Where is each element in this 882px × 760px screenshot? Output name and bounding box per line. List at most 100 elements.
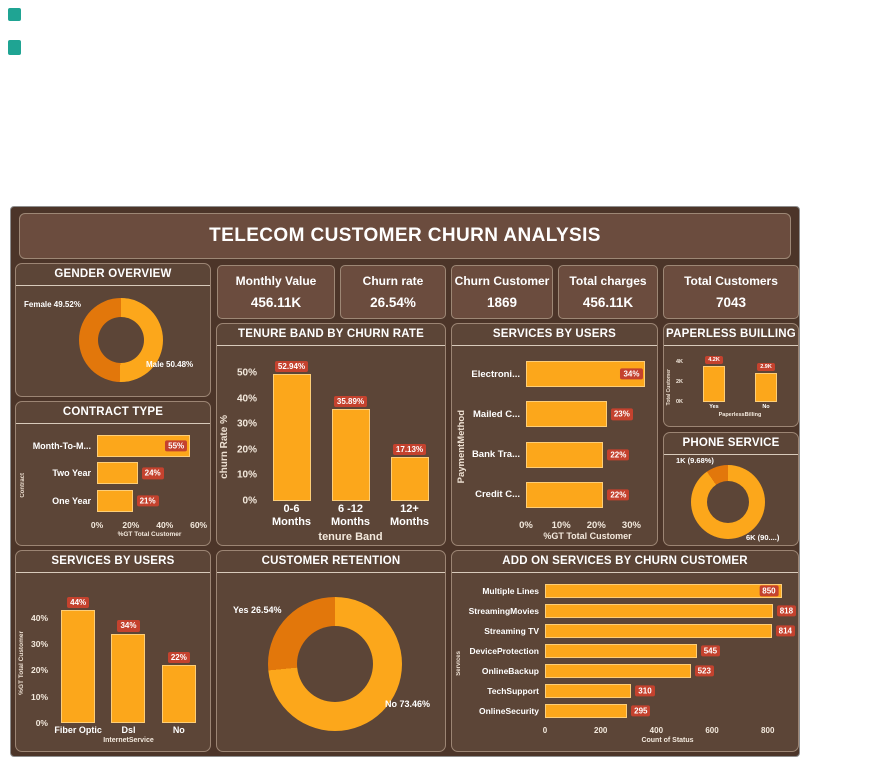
kpi-monthly-value: Monthly Value 456.11K bbox=[217, 265, 335, 319]
panel-customer-retention: CUSTOMER RETENTION Yes 26.54% No 73.46% bbox=[216, 550, 446, 752]
y-axis-ticks: 0K 2K 4K bbox=[672, 356, 688, 406]
panel-addon-services: ADD ON SERVICES BY CHURN CUSTOMER Servic… bbox=[451, 550, 799, 752]
category-label: 12+ Months bbox=[389, 502, 430, 529]
category-label: 0-6 Months bbox=[271, 502, 312, 529]
kpi-value: 26.54% bbox=[370, 295, 416, 310]
data-label-badge: 22% bbox=[607, 449, 630, 461]
y-axis-title: churn Rate % bbox=[219, 414, 230, 479]
bar-deviceprotection[interactable] bbox=[545, 644, 697, 658]
paperless-column-chart[interactable]: Total Customer 0K 2K 4K 4.2K 2.9K Yes No Paperle… bbox=[664, 346, 798, 426]
bar-no[interactable] bbox=[161, 665, 196, 723]
plot-area-row: 0% 10% 20% 30% 40% 50% 52.94% 35.89% 17.13% bbox=[230, 360, 439, 506]
category-label: No bbox=[762, 404, 770, 411]
kpi-label: Total charges bbox=[569, 274, 647, 288]
y-tick-label: 40% bbox=[236, 393, 257, 405]
panel-header-addon: ADD ON SERVICES BY CHURN CUSTOMER bbox=[452, 551, 798, 573]
retention-donut-chart[interactable]: Yes 26.54% No 73.46% bbox=[217, 573, 445, 751]
retention-donut-ring[interactable] bbox=[268, 597, 402, 731]
x-axis-ticks: 0 200 400 600 800 bbox=[543, 725, 790, 737]
column-wrap: 44% bbox=[53, 596, 103, 723]
bar-6-12-months[interactable] bbox=[331, 409, 370, 501]
x-axis-ticks: 0% 20% 40% 60% bbox=[91, 519, 207, 531]
y-tick-label: 30% bbox=[236, 418, 257, 430]
bar-12-months[interactable] bbox=[390, 456, 429, 501]
category-labels: Fiber Optic Dsl No bbox=[53, 723, 204, 736]
category-label: StreamingMovies bbox=[468, 606, 539, 616]
x-tick-label: 400 bbox=[649, 726, 664, 735]
teal-marker-bottom bbox=[8, 40, 21, 55]
data-label-badge: 818 bbox=[776, 605, 797, 617]
gender-donut-chart[interactable]: Female 49.52% Male 50.48% bbox=[16, 286, 210, 396]
bar-credit-c-[interactable] bbox=[526, 481, 604, 508]
bar-multiple-lines[interactable] bbox=[545, 584, 782, 598]
bar-row: Multiple Lines 850 bbox=[463, 584, 790, 598]
bar-track: 310 bbox=[545, 684, 790, 698]
internet-column-chart[interactable]: %GT Total Customer 0% 10% 20% 30% 40% 44% 34% 22… bbox=[16, 573, 210, 751]
kpi-label: Churn rate bbox=[362, 274, 424, 288]
y-tick-label: 0K bbox=[675, 399, 683, 406]
column-wrap: 17.13% bbox=[380, 361, 439, 501]
panel-header-paperless: PAPERLESS BUILLING bbox=[664, 324, 798, 346]
bar-row: Credit C... 22% bbox=[468, 481, 649, 508]
category-label: Yes bbox=[709, 404, 719, 411]
y-tick-label: 20% bbox=[236, 444, 257, 456]
panel-phone-service: PHONE SERVICE 1K (9.68%) 6K (90....) bbox=[663, 432, 799, 546]
category-label: Two Year bbox=[52, 468, 91, 479]
bar-yes[interactable] bbox=[703, 366, 725, 403]
gender-donut-ring[interactable] bbox=[79, 298, 163, 382]
dashboard-title: TELECOM CUSTOMER CHURN ANALYSIS bbox=[19, 213, 791, 259]
column-wrap: 52.94% bbox=[262, 360, 321, 501]
plot-area-row: 0K 2K 4K 4.2K 2.9K bbox=[672, 356, 792, 406]
bar-0-6-months[interactable] bbox=[272, 373, 311, 501]
bar-fiber-optic[interactable] bbox=[61, 609, 96, 723]
y-axis-title: Services bbox=[456, 650, 462, 676]
bar-two-year[interactable] bbox=[97, 462, 138, 485]
data-label-badge: 35.89% bbox=[333, 395, 368, 408]
x-tick-label: 10% bbox=[551, 520, 571, 531]
y-tick-label: 10% bbox=[30, 691, 48, 702]
phone-donut-ring[interactable] bbox=[691, 465, 765, 539]
plot-area: 44% 34% 22% bbox=[53, 596, 204, 723]
dashboard: TELECOM CUSTOMER CHURN ANALYSIS GENDER O… bbox=[10, 206, 800, 757]
x-axis-title: tenure Band bbox=[318, 531, 383, 543]
bar-mailed-c-[interactable] bbox=[526, 401, 607, 428]
data-label-badge: 52.94% bbox=[274, 360, 309, 372]
bar-techsupport[interactable] bbox=[545, 684, 632, 698]
category-label: Multiple Lines bbox=[482, 586, 539, 596]
data-label-badge: 310 bbox=[635, 685, 655, 697]
bar-onlinesecurity[interactable] bbox=[545, 704, 628, 718]
category-label: OnlineSecurity bbox=[479, 706, 539, 716]
bar-row: DeviceProtection 545 bbox=[463, 644, 790, 658]
bar-track: 22% bbox=[526, 441, 649, 468]
bar-no[interactable] bbox=[755, 373, 777, 403]
data-label-badge: 24% bbox=[141, 467, 164, 480]
x-axis-ticks: 0% 10% 20% 30% bbox=[519, 519, 649, 531]
column-chart-main: 0% 10% 20% 30% 40% 44% 34% 22% Fiber Optic Dsl No I… bbox=[25, 577, 204, 749]
bar-dsl[interactable] bbox=[111, 633, 146, 723]
donut-data-label: 6K (90....) bbox=[746, 533, 780, 542]
data-label-badge: 814 bbox=[775, 625, 795, 637]
phone-donut-chart[interactable]: 1K (9.68%) 6K (90....) bbox=[664, 455, 798, 545]
bar-rows: Month-To-M... 55% Two Year 24% One Year 21% bbox=[27, 428, 202, 519]
bar-rows: Multiple Lines 850 StreamingMovies 818 Strea… bbox=[463, 577, 797, 725]
category-label: Bank Tra... bbox=[471, 449, 520, 461]
data-label-badge: 4.2K bbox=[705, 356, 723, 365]
category-label: TechSupport bbox=[487, 686, 539, 696]
payment-bar-chart[interactable]: PaymentMethod Electroni... 34% Mailed C... 2… bbox=[452, 346, 657, 545]
addon-bar-chart[interactable]: Services Multiple Lines 850 StreamingMovies… bbox=[452, 573, 798, 751]
x-tick-label: 30% bbox=[621, 520, 641, 531]
column-wrap: 2.9K bbox=[740, 356, 792, 403]
kpi-value: 1869 bbox=[486, 295, 518, 310]
tenure-column-chart[interactable]: churn Rate % 0% 10% 20% 30% 40% 50% 52.94% 35.89… bbox=[217, 346, 445, 545]
category-label: Fiber Optic bbox=[54, 724, 102, 735]
category-label: No bbox=[172, 724, 185, 735]
panel-gender-overview: GENDER OVERVIEW Female 49.52% Male 50.48% bbox=[15, 263, 211, 397]
contract-bar-chart[interactable]: Contract Month-To-M... 55% Two Year 24% One Y… bbox=[16, 424, 210, 545]
bar-onlinebackup[interactable] bbox=[545, 664, 691, 678]
bar-one-year[interactable] bbox=[97, 490, 133, 513]
bar-bank-tra-[interactable] bbox=[526, 441, 604, 468]
panel-header-phone: PHONE SERVICE bbox=[664, 433, 798, 455]
x-tick-label: 60% bbox=[190, 520, 208, 530]
bar-streaming-tv[interactable] bbox=[545, 624, 772, 638]
bar-streamingmovies[interactable] bbox=[545, 604, 773, 618]
